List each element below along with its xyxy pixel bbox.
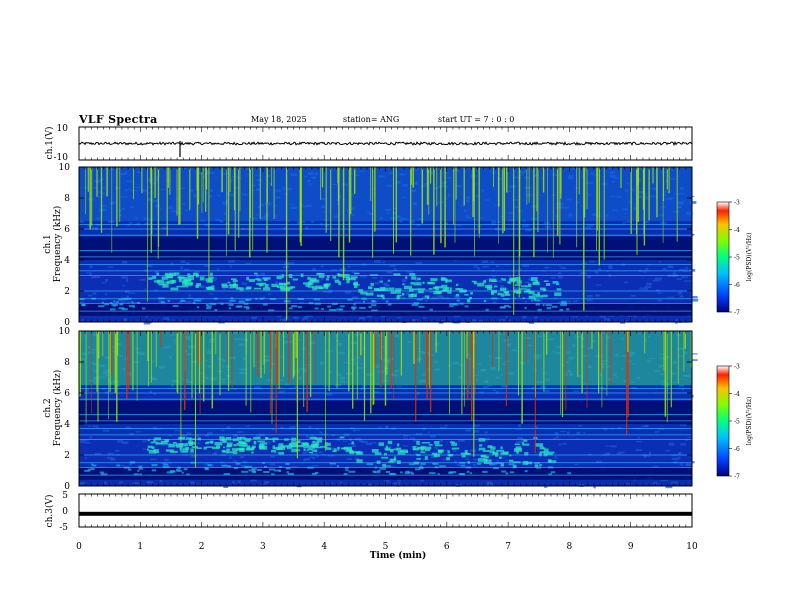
colorbar-tick-label: -6 (734, 282, 740, 289)
time-tick-label: 2 (199, 542, 205, 552)
colorbar-tick-label: -5 (734, 419, 740, 426)
colorbar-tick-label: -3 (734, 200, 740, 207)
freq-tick-label: 10 (59, 163, 71, 173)
ch2-colorbar-ticks: -3 -4 -5 -6 -7 (729, 364, 740, 481)
time-tick-label: 0 (76, 542, 82, 552)
freq-tick-label: 6 (64, 389, 70, 399)
freq-tick-label: 6 (64, 225, 70, 235)
ch2-spectrogram-image (79, 331, 698, 489)
ch2-freq-ticks: 0 2 4 6 8 10 (59, 327, 692, 492)
time-tick-label: 10 (686, 542, 698, 552)
freq-tick-label: 2 (64, 451, 70, 461)
ch3-ytick-top: 5 (62, 491, 68, 501)
colorbar-tick-label: -7 (734, 310, 740, 317)
time-tick-label: 9 (628, 542, 634, 552)
ch1-colorbar-ticks: -3 -4 -5 -6 -7 (729, 200, 740, 317)
ch1-ytick-bottom: -10 (54, 153, 69, 163)
colorbar-tick-label: -6 (734, 446, 740, 453)
time-tick-label: 7 (505, 542, 511, 552)
time-axis-label: Time (min) (370, 550, 427, 561)
ch1-spec-ylabel-line1: ch.1 (43, 234, 53, 253)
time-tick-label: 1 (137, 542, 143, 552)
freq-tick-label: 2 (64, 287, 70, 297)
ch1-colorbar (716, 201, 730, 313)
colorbar-tick-label: -3 (734, 364, 740, 371)
colorbar-tick-label: -4 (734, 227, 740, 234)
ch3-ylabel: ch.3(V) (44, 495, 55, 528)
ch1-colorbar-label: log(PSD)(V²/Hz) (746, 233, 753, 282)
colorbar-tick-label: -7 (734, 474, 740, 481)
time-axis: 0 1 2 3 4 5 6 7 8 9 10 (76, 127, 698, 552)
date-label: May 18, 2025 (251, 115, 307, 124)
ch2-spec-ylabel-line2: Frequency (kHz) (52, 370, 63, 447)
ch3-waveform-panel: 5 0 -5 ch.3(V) (44, 491, 693, 533)
freq-tick-label: 0 (64, 318, 70, 328)
start-ut-label: start UT = 7 : 0 : 0 (438, 115, 515, 124)
ch1-ytick-top: 10 (57, 124, 69, 134)
freq-tick-label: 4 (64, 420, 70, 430)
figure-title: VLF Spectra (79, 113, 158, 126)
freq-tick-label: 4 (64, 256, 70, 266)
ch1-freq-ticks: 0 2 4 6 8 10 (59, 163, 692, 328)
ch2-colorbar (716, 365, 730, 477)
ch1-spectrogram-image (79, 167, 699, 325)
ch1-waveform-trace (78, 141, 693, 147)
freq-tick-label: 8 (64, 194, 70, 204)
freq-tick-label: 8 (64, 358, 70, 368)
ch1-waveform-panel: 10 -10 ch.1(V) (44, 124, 693, 163)
time-tick-label: 5 (383, 542, 389, 552)
ch2-spec-ylabel-line1: ch.2 (43, 398, 53, 417)
ch3-waveform-trace (79, 511, 692, 516)
freq-tick-label: 10 (59, 327, 71, 337)
time-tick-label: 8 (567, 542, 573, 552)
ch3-ytick-mid: 0 (62, 507, 68, 517)
time-tick-label: 3 (260, 542, 266, 552)
time-tick-label: 4 (321, 542, 327, 552)
ch1-ylabel: ch.1(V) (44, 127, 55, 160)
colorbar-tick-label: -5 (734, 255, 740, 262)
ch1-spec-ylabel-line2: Frequency (kHz) (52, 206, 63, 283)
ch3-ytick-bottom: -5 (59, 523, 68, 533)
ch2-colorbar-label: log(PSD)(V²/Hz) (746, 397, 753, 446)
freq-tick-label: 0 (64, 482, 70, 492)
station-label: station= ANG (343, 115, 400, 124)
colorbar-tick-label: -4 (734, 391, 740, 398)
time-tick-label: 6 (444, 542, 450, 552)
